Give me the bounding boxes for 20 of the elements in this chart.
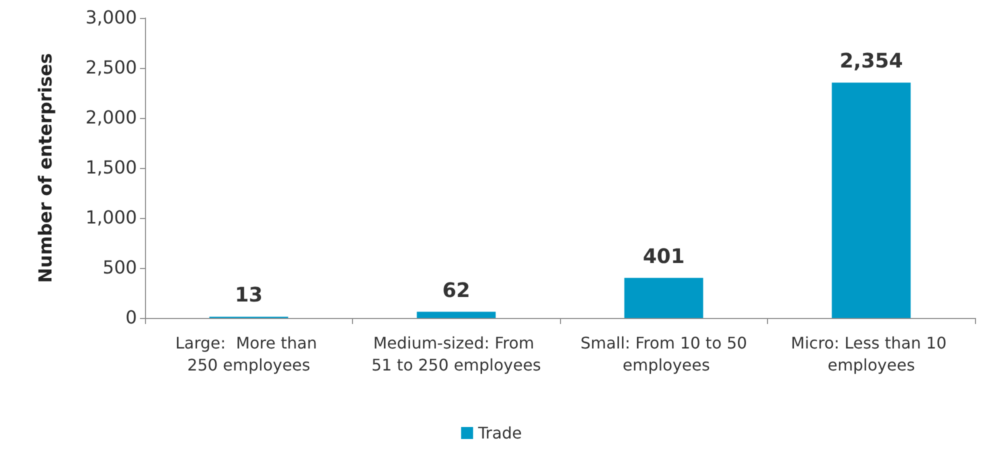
data-label: 62 xyxy=(442,278,470,302)
y-tick-label: 500 xyxy=(102,258,137,278)
y-axis-title: Number of enterprises xyxy=(36,53,56,283)
y-tick-label: 0 xyxy=(126,308,137,328)
x-tick-label: Micro: Less than 10 employees xyxy=(790,334,952,374)
x-tick-label: Small: From 10 to 50 employees xyxy=(580,334,748,374)
y-tick-label: 1,000 xyxy=(85,208,137,228)
y-tick-label: 3,000 xyxy=(85,8,137,28)
bar xyxy=(416,312,496,318)
data-label: 401 xyxy=(642,244,685,268)
legend-label: Trade xyxy=(477,424,522,442)
x-tick-label: Large: More than 250 employees xyxy=(175,334,322,374)
data-label: 2,354 xyxy=(840,48,903,73)
x-tick-label: Medium-sized: From 51 to 250 employees xyxy=(371,334,542,374)
y-tick-label: 2,500 xyxy=(85,58,137,78)
data-label: 13 xyxy=(234,282,263,307)
y-tick-label: 2,000 xyxy=(85,108,137,128)
bar xyxy=(624,278,704,318)
bar xyxy=(832,82,911,318)
y-tick-label: 1,500 xyxy=(85,158,137,178)
